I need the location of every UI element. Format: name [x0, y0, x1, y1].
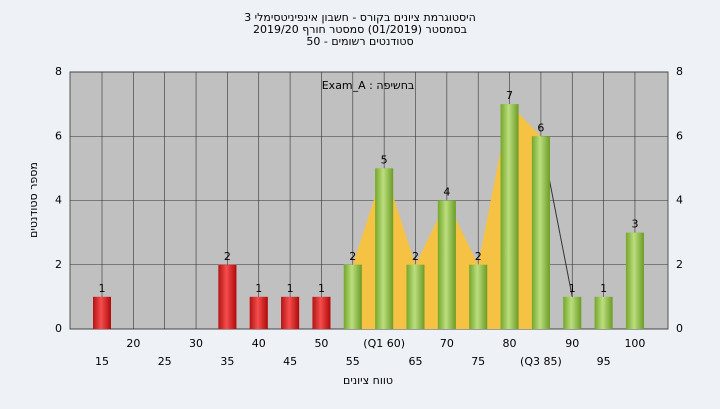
x-tick-label: (Q1 60) [363, 337, 405, 350]
x-tick-label: 45 [283, 355, 297, 368]
data-label: 1 [99, 282, 106, 295]
x-tick-label: 100 [624, 337, 645, 350]
bar-shade [563, 296, 582, 329]
data-label: 6 [537, 121, 544, 134]
x-tick-label: 40 [252, 337, 266, 350]
bar-shade [343, 264, 362, 329]
bar-shade [531, 136, 550, 329]
annotation: בחשיפה : Exam_A [322, 79, 415, 92]
y-tick-label: 0 [676, 322, 683, 335]
data-label: 2 [224, 250, 231, 263]
x-axis-label: טווח ציונים [343, 374, 393, 387]
x-tick-label: 20 [126, 337, 140, 350]
x-tick-label: 35 [220, 355, 234, 368]
y-tick-label: 8 [676, 65, 683, 78]
x-tick-label: 55 [346, 355, 360, 368]
data-label: 3 [631, 218, 638, 231]
bar-shade [93, 296, 111, 329]
bar-shade [469, 264, 488, 329]
y-tick-label: 2 [676, 258, 683, 271]
x-tick-label: (Q3 85) [520, 355, 562, 368]
bar-shade [375, 168, 394, 329]
chart-subtitle: סטודנטים רשומים - 50 [306, 35, 413, 48]
x-tick-label: 50 [314, 337, 328, 350]
x-tick-label: 65 [409, 355, 423, 368]
data-label: 1 [318, 282, 325, 295]
chart-subtitle: בסמסטר (01/2019) סמסטר חורף 2019/20 [253, 23, 467, 36]
bar-shade [312, 296, 331, 329]
x-tick-label: 25 [158, 355, 172, 368]
data-label: 1 [600, 282, 607, 295]
x-tick-label: 75 [471, 355, 485, 368]
data-label: 1 [287, 282, 294, 295]
x-tick-label: 95 [597, 355, 611, 368]
y-tick-label: 4 [55, 194, 62, 207]
bar-shade [406, 264, 425, 329]
y-tick-label: 6 [676, 129, 683, 142]
data-label: 2 [412, 250, 419, 263]
bar-shade [249, 296, 268, 329]
x-tick-label: 70 [440, 337, 454, 350]
data-label: 7 [506, 89, 513, 102]
data-label: 4 [443, 186, 450, 199]
y-tick-label: 2 [55, 258, 62, 271]
bar-shade [281, 296, 300, 329]
chart-title: היסטוגרמת ציונים בקורס - חשבון אינפיניטס… [244, 11, 476, 24]
bar-shade [500, 104, 519, 329]
y-tick-label: 0 [55, 322, 62, 335]
data-label: 1 [255, 282, 262, 295]
bar-shade [625, 232, 644, 329]
y-tick-label: 8 [55, 65, 62, 78]
bar-shade [594, 296, 613, 329]
x-tick-label: 80 [503, 337, 517, 350]
bar-shade [437, 200, 456, 329]
bar-shade [218, 264, 237, 329]
y-tick-label: 6 [55, 129, 62, 142]
data-label: 2 [475, 250, 482, 263]
x-tick-label: 90 [565, 337, 579, 350]
x-tick-label: 15 [95, 355, 109, 368]
x-tick-label: 30 [189, 337, 203, 350]
data-label: 2 [349, 250, 356, 263]
y-tick-label: 4 [676, 194, 683, 207]
data-label: 1 [569, 282, 576, 295]
data-label: 5 [381, 153, 388, 166]
y-axis-label: מספר סטודנטים [27, 162, 40, 238]
